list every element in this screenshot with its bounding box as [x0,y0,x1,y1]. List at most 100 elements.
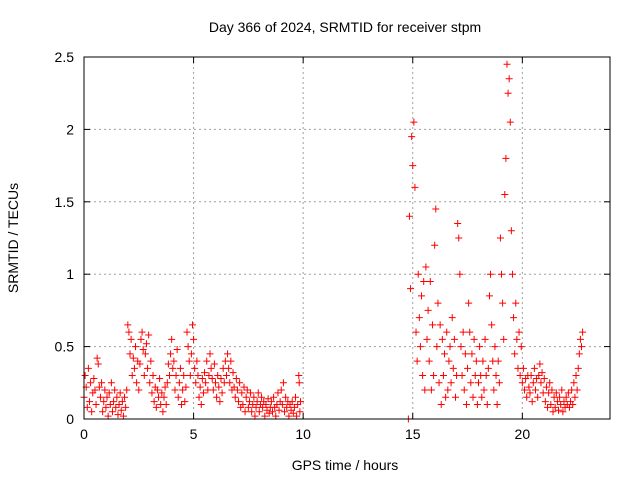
data-point [214,372,222,380]
data-point [207,364,215,372]
data-point [482,372,490,380]
data-point [137,335,145,343]
data-point [165,372,173,380]
data-point [493,401,501,409]
data-point [527,372,535,380]
data-point [270,393,278,401]
data-point [491,343,499,351]
x-tick-label: 20 [515,426,531,442]
data-point [148,389,156,397]
data-point [170,357,178,365]
x-tick-label: 0 [80,426,88,442]
data-point [462,401,470,409]
x-tick-label: 10 [295,426,311,442]
data-point [265,409,273,417]
data-point [253,398,261,406]
data-point [193,357,201,365]
data-point [232,374,240,382]
data-point [525,383,533,391]
data-point [433,343,441,351]
data-point [295,372,303,380]
data-point [494,357,502,365]
data-point [212,379,219,387]
data-point [426,277,434,285]
data-point [409,162,417,170]
data-point [465,299,473,307]
data-point [507,227,515,235]
data-point [113,393,121,401]
data-point [173,345,181,353]
data-point [424,306,432,314]
data-point [513,335,521,343]
data-point [495,379,503,387]
y-tick-label: 0 [66,411,74,427]
data-point [153,386,161,394]
data-point [233,386,241,394]
data-point [251,412,259,420]
data-point [235,398,243,406]
data-point [98,379,106,387]
data-point [450,335,458,343]
data-point [564,389,572,397]
data-point [277,386,285,394]
data-point [259,403,267,411]
data-point [444,386,452,394]
data-point [258,393,266,401]
data-point [145,331,153,339]
data-point [274,389,282,397]
data-point [470,335,478,343]
data-point [544,403,552,411]
data-point [88,408,96,416]
data-point [147,357,155,365]
data-point [545,389,553,397]
data-point [438,335,446,343]
data-point [458,372,466,380]
data-point [107,379,115,387]
data-point [91,386,99,394]
data-point [108,408,116,416]
data-point [557,401,565,409]
data-point [159,408,167,416]
data-point [541,398,549,406]
data-point [90,374,98,382]
data-point [152,403,160,411]
data-point [191,364,199,372]
data-point [293,412,301,420]
data-point [169,364,177,372]
data-point [411,183,419,191]
grid-lines [84,57,610,419]
data-point [268,408,276,416]
data-point [517,343,525,351]
data-point [479,357,487,365]
data-point [478,393,486,401]
data-point [480,386,488,394]
data-point [573,386,581,394]
data-point [467,379,475,387]
data-point [496,234,504,242]
data-point [100,398,108,406]
data-point [472,357,480,365]
data-point [119,412,127,420]
data-point [242,393,250,401]
data-point [430,372,438,380]
data-point [295,379,303,387]
data-point [199,389,207,397]
data-point [515,328,523,336]
data-point [164,360,172,368]
data-point [498,270,506,278]
data-point [224,350,232,358]
data-point [483,401,491,409]
data-point [500,335,508,343]
data-point [104,412,112,420]
data-point [142,340,150,348]
data-point [466,328,474,336]
data-point [149,372,157,380]
data-point [198,374,206,382]
data-point [579,328,587,336]
y-tick-label: 1.5 [55,194,75,210]
data-point [218,389,226,397]
data-point [158,389,166,397]
data-point [118,398,126,406]
data-point [410,118,418,126]
data-point [526,389,534,397]
